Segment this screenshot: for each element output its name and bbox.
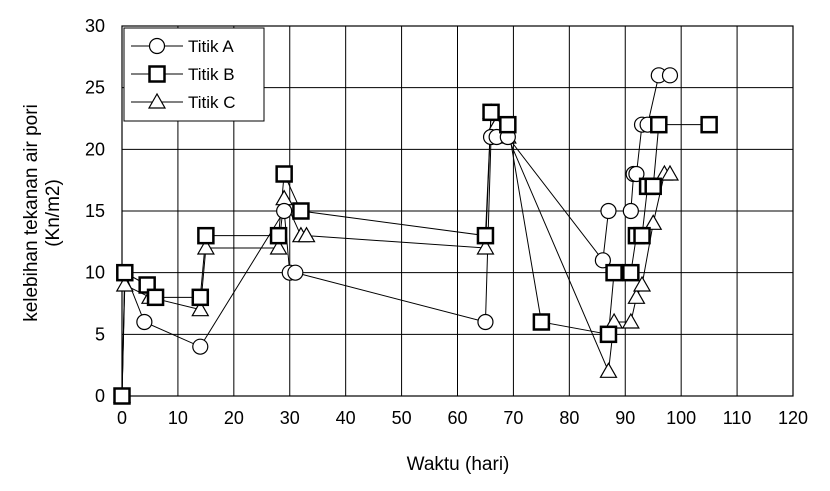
data-point-triangle (627, 288, 646, 304)
legend-marker-square (148, 65, 166, 83)
data-point-square (275, 165, 293, 183)
y-axis-label: kelebihan tekanan air pori(Kn/m2) (21, 104, 64, 322)
x-tick-label: 40 (336, 408, 356, 428)
data-point-circle (622, 202, 639, 220)
data-point-triangle (599, 362, 618, 378)
x-tick-label: 0 (117, 408, 127, 428)
y-tick-labels: 0 5 10 15 20 25 30 (85, 16, 105, 406)
data-point-circle (661, 67, 679, 84)
x-axis-label: Waktu (hari) (407, 454, 510, 475)
data-point-square (292, 202, 310, 220)
data-point-square (650, 115, 668, 134)
legend-marker-circle (148, 37, 166, 55)
data-point-triangle (476, 238, 495, 255)
data-point-triangle (196, 238, 215, 255)
data-point-circle (600, 202, 617, 220)
data-point-square (599, 325, 618, 344)
x-tick-label: 60 (447, 408, 467, 428)
data-point-square (633, 226, 651, 245)
data-point-triangle (191, 300, 210, 317)
data-point-square (644, 177, 662, 196)
data-point-square (499, 115, 517, 134)
data-point-square (146, 288, 165, 307)
data-point-square (116, 263, 134, 282)
data-point-triangle (269, 238, 288, 255)
data-point-triangle (660, 164, 680, 181)
x-tick-label: 50 (392, 408, 412, 428)
legend-marker-triangle (147, 92, 167, 109)
x-tick-label: 100 (666, 408, 696, 428)
legend-label: Titik B (188, 65, 235, 84)
data-point-square (269, 226, 288, 245)
data-point-triangle (115, 275, 134, 292)
data-point-triangle (297, 226, 316, 243)
plot-area (121, 25, 794, 397)
data-point-square (700, 115, 718, 134)
y-tick-label: 0 (95, 386, 105, 406)
data-point-square (622, 263, 640, 282)
x-tick-label: 20 (224, 408, 244, 428)
y-tick-label: 30 (85, 16, 105, 36)
y-tick-label: 15 (85, 201, 105, 221)
data-point-circle (477, 313, 494, 331)
data-point-triangle (621, 312, 640, 329)
x-tick-label: 30 (280, 408, 300, 428)
data-point-circle (287, 264, 304, 281)
x-tick-labels: 0 10 20 30 40 50 60 70 80 90 100 110 120 (117, 408, 808, 428)
data-point-square (482, 103, 500, 122)
data-point-circle (136, 313, 153, 331)
x-tick-label: 90 (615, 408, 635, 428)
series-markers (112, 67, 718, 405)
y-tick-label: 25 (85, 78, 105, 98)
data-point-square (191, 288, 210, 307)
legend-label: Titik A (188, 37, 234, 56)
x-tick-label: 80 (559, 408, 579, 428)
legend-box (123, 27, 265, 122)
data-point-square (605, 263, 623, 282)
legend: Titik A Titik B Titik C (123, 27, 265, 122)
x-tick-label: 110 (723, 408, 752, 428)
y-tick-label: 5 (95, 324, 105, 344)
data-point-square (532, 313, 551, 331)
x-tick-label: 120 (778, 408, 808, 428)
y-tick-label: 20 (85, 139, 105, 159)
data-point-circle (276, 202, 293, 220)
data-point-square (113, 387, 131, 405)
data-point-square (476, 226, 495, 245)
plot-border (121, 25, 794, 397)
legend-label: Titik C (188, 93, 236, 112)
x-tick-label: 10 (168, 408, 188, 428)
data-point-triangle (644, 214, 663, 230)
y-tick-label: 10 (85, 263, 105, 283)
x-tick-label: 70 (503, 408, 523, 428)
data-point-circle (192, 338, 209, 355)
data-point-square (197, 226, 215, 245)
data-point-triangle (632, 275, 652, 292)
